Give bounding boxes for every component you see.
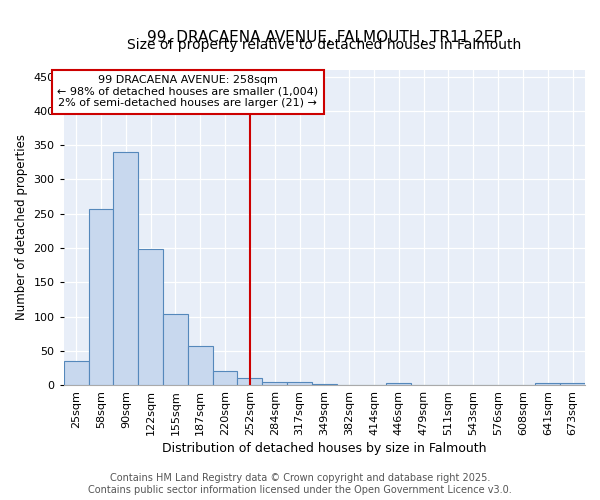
Text: Size of property relative to detached houses in Falmouth: Size of property relative to detached ho… — [127, 38, 521, 52]
Bar — [138, 250, 163, 385]
Bar — [113, 152, 138, 385]
Bar — [262, 382, 287, 385]
Bar — [560, 383, 585, 385]
Bar — [238, 378, 262, 385]
Bar — [287, 382, 312, 385]
Bar — [89, 209, 113, 385]
Bar — [188, 346, 212, 385]
Bar — [312, 384, 337, 385]
X-axis label: Distribution of detached houses by size in Falmouth: Distribution of detached houses by size … — [162, 442, 487, 455]
Bar — [163, 314, 188, 385]
Text: Contains HM Land Registry data © Crown copyright and database right 2025.
Contai: Contains HM Land Registry data © Crown c… — [88, 474, 512, 495]
Text: 99 DRACAENA AVENUE: 258sqm
← 98% of detached houses are smaller (1,004)
2% of se: 99 DRACAENA AVENUE: 258sqm ← 98% of deta… — [57, 75, 319, 108]
Bar — [64, 361, 89, 385]
Y-axis label: Number of detached properties: Number of detached properties — [15, 134, 28, 320]
Bar — [535, 383, 560, 385]
Bar — [386, 383, 411, 385]
Bar — [212, 372, 238, 385]
Title: 99, DRACAENA AVENUE, FALMOUTH, TR11 2EP: 99, DRACAENA AVENUE, FALMOUTH, TR11 2EP — [146, 30, 502, 45]
